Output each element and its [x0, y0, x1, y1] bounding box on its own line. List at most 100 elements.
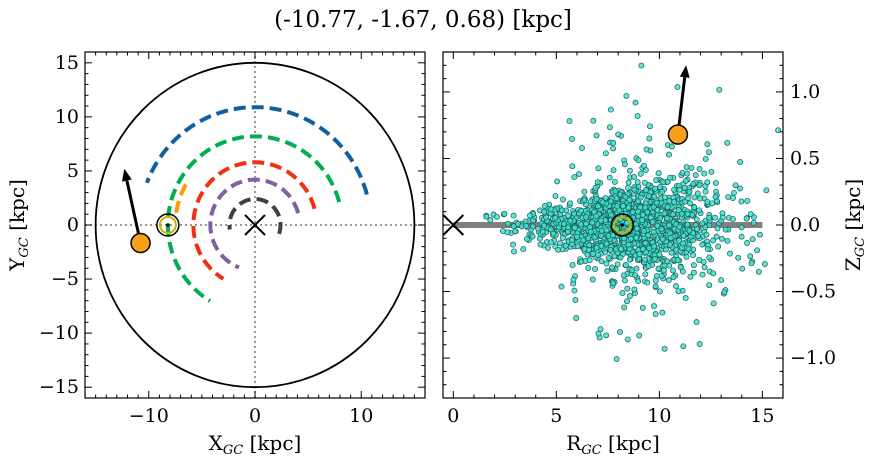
star-point — [635, 157, 642, 164]
star-point — [671, 186, 678, 193]
star-point — [578, 258, 585, 265]
star-point — [714, 225, 721, 232]
star-point — [641, 162, 647, 169]
star-point — [696, 182, 703, 189]
star-point — [635, 278, 642, 285]
star-point — [708, 168, 715, 175]
left-y-axis-label: YGC [kpc] — [5, 179, 32, 272]
star-point — [721, 289, 728, 296]
star-point — [652, 277, 659, 284]
star-point — [581, 246, 588, 253]
star-point — [654, 207, 661, 214]
star-point — [699, 271, 706, 278]
star-point — [667, 234, 674, 241]
star-point — [552, 193, 559, 200]
star-point — [710, 300, 717, 307]
star-point — [692, 172, 699, 179]
star-point — [670, 274, 677, 281]
star-point — [504, 229, 511, 236]
star-point — [691, 204, 698, 211]
star-point — [625, 184, 631, 191]
star-point — [775, 127, 782, 134]
right-y-tick-label: 0.5 — [790, 147, 820, 169]
star-point — [580, 237, 587, 244]
star-point — [659, 188, 666, 195]
star-point — [583, 220, 590, 227]
star-point — [664, 215, 671, 222]
star-point — [620, 203, 627, 210]
star-point — [713, 233, 720, 240]
star-point — [653, 199, 660, 206]
right-x-tick-label: 0 — [447, 405, 459, 427]
left-y-tick-label: 5 — [67, 160, 79, 182]
star-point — [652, 283, 659, 290]
star-point — [651, 303, 657, 310]
star-point — [571, 210, 578, 217]
star-point — [659, 309, 666, 316]
star-point — [611, 178, 618, 185]
star-point — [704, 198, 711, 205]
star-point — [599, 199, 606, 206]
star-point — [593, 132, 600, 139]
star-point — [554, 178, 561, 185]
star-point — [523, 222, 529, 229]
star-point — [651, 243, 658, 250]
star-point — [592, 184, 599, 191]
right-object-marker — [667, 124, 689, 145]
star-point — [679, 244, 685, 251]
star-point — [664, 258, 671, 265]
star-point — [672, 283, 679, 290]
star-point — [548, 206, 554, 213]
star-point — [696, 341, 703, 347]
star-point — [631, 186, 638, 193]
spiral-arm-4 — [191, 160, 317, 281]
star-point — [651, 256, 658, 262]
right-sun-ring — [613, 216, 632, 234]
star-point — [558, 283, 565, 290]
star-point — [666, 151, 672, 158]
star-point — [581, 197, 588, 204]
right-y-tick-label: 0.0 — [790, 214, 820, 236]
star-point — [529, 233, 536, 240]
star-point — [725, 193, 732, 200]
star-point — [510, 223, 517, 230]
star-point — [634, 179, 641, 186]
star-point — [591, 234, 598, 241]
star-point — [670, 211, 676, 218]
star-point — [501, 210, 508, 217]
star-point — [730, 189, 737, 196]
star-point — [595, 165, 602, 172]
star-point — [655, 170, 662, 177]
right-sun-outer — [610, 213, 635, 237]
star-point — [591, 208, 598, 215]
star-point — [606, 174, 613, 181]
star-point — [661, 210, 668, 217]
star-point — [679, 169, 686, 176]
star-point — [690, 262, 697, 269]
star-point — [635, 208, 641, 215]
star-point — [690, 252, 696, 259]
chart-title: (-10.77, -1.67, 0.68) [kpc] — [274, 7, 572, 33]
spiral-arm-3 — [173, 183, 188, 217]
star-point — [656, 288, 663, 295]
star-point — [603, 240, 610, 247]
star-point — [610, 145, 617, 152]
star-point — [636, 332, 643, 339]
star-point — [571, 174, 578, 181]
star-point — [603, 227, 610, 234]
star-point — [560, 196, 566, 203]
star-point — [676, 237, 683, 244]
star-point — [512, 228, 519, 235]
left-sun-dot — [166, 223, 170, 227]
star-point — [637, 170, 644, 177]
star-point — [639, 304, 646, 311]
star-point — [595, 330, 602, 337]
star-point — [608, 211, 615, 218]
star-point — [604, 268, 611, 275]
star-point — [724, 139, 731, 146]
star-point — [626, 256, 633, 263]
star-point — [684, 221, 691, 228]
star-point — [690, 180, 697, 187]
star-point — [623, 92, 630, 99]
